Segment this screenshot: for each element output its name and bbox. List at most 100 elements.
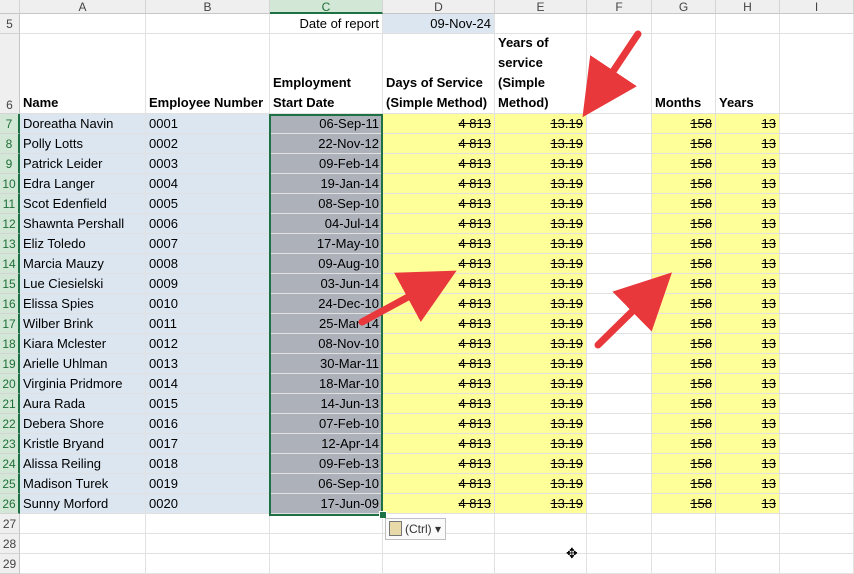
grid-cell[interactable] (716, 554, 780, 574)
grid-cell[interactable] (495, 514, 587, 534)
fill-handle[interactable] (379, 511, 387, 519)
grid-cell[interactable] (495, 534, 587, 554)
grid-cell[interactable] (587, 474, 652, 494)
days-of-service-cell[interactable]: 4 813 (383, 274, 495, 294)
days-of-service-cell[interactable]: 4 813 (383, 234, 495, 254)
start-date-cell[interactable]: 19-Jan-14 (270, 174, 383, 194)
employee-number-cell[interactable]: 0001 (146, 114, 270, 134)
employee-name-cell[interactable]: Madison Turek (20, 474, 146, 494)
grid-cell[interactable] (270, 554, 383, 574)
employee-name-cell[interactable]: Kristle Bryand (20, 434, 146, 454)
years-of-service-cell[interactable]: 13.19 (495, 314, 587, 334)
employee-number-cell[interactable]: 0008 (146, 254, 270, 274)
years-of-service-cell[interactable]: 13.19 (495, 194, 587, 214)
months-cell[interactable]: 158 (652, 334, 716, 354)
months-cell[interactable]: 158 (652, 414, 716, 434)
grid-cell[interactable] (383, 534, 495, 554)
employee-number-cell[interactable]: 0009 (146, 274, 270, 294)
grid-cell[interactable] (716, 14, 780, 34)
row-header-23[interactable]: 23 (0, 434, 20, 454)
years-cell[interactable]: 13 (716, 274, 780, 294)
grid-cell[interactable] (780, 14, 854, 34)
years-cell[interactable]: 13 (716, 254, 780, 274)
column-header-b[interactable]: B (146, 0, 270, 14)
employee-number-cell[interactable]: 0017 (146, 434, 270, 454)
years-of-service-cell[interactable]: 13.19 (495, 214, 587, 234)
row-header-14[interactable]: 14 (0, 254, 20, 274)
months-cell[interactable]: 158 (652, 434, 716, 454)
employee-number-cell[interactable]: 0010 (146, 294, 270, 314)
column-header-a[interactable]: A (20, 0, 146, 14)
column-header-e[interactable]: E (495, 0, 587, 14)
days-of-service-cell[interactable]: 4 813 (383, 134, 495, 154)
row-header-12[interactable]: 12 (0, 214, 20, 234)
employee-name-cell[interactable]: Edra Langer (20, 174, 146, 194)
grid-cell[interactable] (587, 134, 652, 154)
grid-cell[interactable] (780, 334, 854, 354)
grid-cell[interactable] (780, 294, 854, 314)
years-cell[interactable]: 13 (716, 414, 780, 434)
start-date-cell[interactable]: 12-Apr-14 (270, 434, 383, 454)
years-cell[interactable]: 13 (716, 154, 780, 174)
grid-cell[interactable] (587, 314, 652, 334)
start-date-cell[interactable]: 04-Jul-14 (270, 214, 383, 234)
months-cell[interactable]: 158 (652, 174, 716, 194)
row-header-16[interactable]: 16 (0, 294, 20, 314)
years-cell[interactable]: 13 (716, 174, 780, 194)
grid-cell[interactable] (20, 14, 146, 34)
row-header-25[interactable]: 25 (0, 474, 20, 494)
grid-cell[interactable] (716, 534, 780, 554)
days-of-service-cell[interactable]: 4 813 (383, 114, 495, 134)
grid-cell[interactable] (20, 514, 146, 534)
employee-name-cell[interactable]: Marcia Mauzy (20, 254, 146, 274)
years-of-service-cell[interactable]: 13.19 (495, 294, 587, 314)
grid-cell[interactable] (587, 434, 652, 454)
employee-number-cell[interactable]: 0007 (146, 234, 270, 254)
row-header-24[interactable]: 24 (0, 454, 20, 474)
grid-cell[interactable] (780, 114, 854, 134)
grid-cell[interactable] (495, 14, 587, 34)
row-header-18[interactable]: 18 (0, 334, 20, 354)
row-header-10[interactable]: 10 (0, 174, 20, 194)
row-header-22[interactable]: 22 (0, 414, 20, 434)
grid-cell[interactable] (652, 534, 716, 554)
header-days-of-service[interactable]: Days of Service (Simple Method) (383, 34, 495, 114)
years-cell[interactable]: 13 (716, 114, 780, 134)
column-header-c[interactable]: C (270, 0, 383, 14)
years-of-service-cell[interactable]: 13.19 (495, 374, 587, 394)
grid-cell[interactable] (587, 534, 652, 554)
years-of-service-cell[interactable]: 13.19 (495, 354, 587, 374)
years-of-service-cell[interactable]: 13.19 (495, 174, 587, 194)
grid-cell[interactable] (780, 354, 854, 374)
employee-number-cell[interactable]: 0020 (146, 494, 270, 514)
years-of-service-cell[interactable]: 13.19 (495, 414, 587, 434)
years-of-service-cell[interactable]: 13.19 (495, 234, 587, 254)
column-header-h[interactable]: H (716, 0, 780, 14)
months-cell[interactable]: 158 (652, 154, 716, 174)
days-of-service-cell[interactable]: 4 813 (383, 434, 495, 454)
select-all-corner[interactable] (0, 0, 20, 14)
grid-cell[interactable] (780, 394, 854, 414)
employee-name-cell[interactable]: Doreatha Navin (20, 114, 146, 134)
employee-name-cell[interactable]: Kiara Mclester (20, 334, 146, 354)
days-of-service-cell[interactable]: 4 813 (383, 194, 495, 214)
grid-cell[interactable] (587, 374, 652, 394)
employee-name-cell[interactable]: Sunny Morford (20, 494, 146, 514)
grid-cell[interactable] (587, 174, 652, 194)
start-date-cell[interactable]: 08-Nov-10 (270, 334, 383, 354)
grid-cell[interactable] (20, 534, 146, 554)
years-of-service-cell[interactable]: 13.19 (495, 394, 587, 414)
row-header-7[interactable]: 7 (0, 114, 20, 134)
employee-name-cell[interactable]: Wilber Brink (20, 314, 146, 334)
grid-cell[interactable] (780, 534, 854, 554)
years-of-service-cell[interactable]: 13.19 (495, 274, 587, 294)
grid-cell[interactable] (652, 14, 716, 34)
employee-name-cell[interactable]: Virginia Pridmore (20, 374, 146, 394)
years-of-service-cell[interactable]: 13.19 (495, 454, 587, 474)
years-cell[interactable]: 13 (716, 454, 780, 474)
grid-cell[interactable] (780, 134, 854, 154)
days-of-service-cell[interactable]: 4 813 (383, 254, 495, 274)
grid-cell[interactable] (146, 14, 270, 34)
grid-cell[interactable] (587, 34, 652, 114)
start-date-cell[interactable]: 07-Feb-10 (270, 414, 383, 434)
